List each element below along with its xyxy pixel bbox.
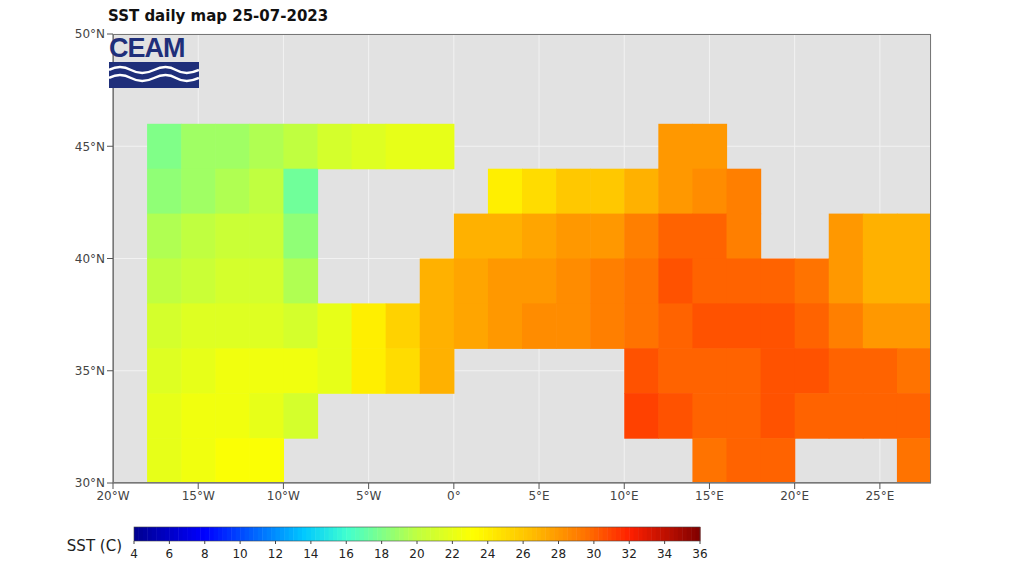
svg-text:12: 12 [268,547,283,561]
svg-text:16: 16 [339,547,354,561]
svg-text:40°N: 40°N [75,252,105,266]
svg-text:8: 8 [201,547,209,561]
svg-text:18: 18 [374,547,389,561]
svg-text:0°: 0° [447,489,461,503]
svg-text:50°N: 50°N [75,27,105,41]
svg-text:20: 20 [409,547,424,561]
svg-text:15°E: 15°E [695,489,724,503]
html-text:SST daily map 25-07-2023: SST daily map 25-07-2023 [108,7,329,25]
svg-text:6: 6 [166,547,174,561]
svg-text:26: 26 [515,547,530,561]
svg-text:30°N: 30°N [75,476,105,490]
svg-text:10°E: 10°E [610,489,639,503]
svg-text:24: 24 [480,547,495,561]
svg-text:36: 36 [692,547,707,561]
svg-text:35°N: 35°N [75,364,105,378]
svg-text:30: 30 [586,547,601,561]
svg-text:28: 28 [551,547,566,561]
svg-text:25°E: 25°E [865,489,894,503]
svg-text:15°W: 15°W [182,489,215,503]
svg-text:14: 14 [303,547,318,561]
svg-text:SST (C): SST (C) [67,537,122,555]
svg-text:20°E: 20°E [780,489,809,503]
svg-text:45°N: 45°N [75,140,105,154]
svg-text:20°W: 20°W [96,489,129,503]
svg-text:5°E: 5°E [528,489,549,503]
html-text:CEAM: CEAM [109,33,185,63]
svg-text:10: 10 [232,547,247,561]
svg-text:22: 22 [445,547,460,561]
svg-text:34: 34 [657,547,672,561]
svg-text:4: 4 [130,547,138,561]
svg-text:10°W: 10°W [267,489,300,503]
svg-text:32: 32 [622,547,637,561]
svg-text:5°W: 5°W [356,489,382,503]
